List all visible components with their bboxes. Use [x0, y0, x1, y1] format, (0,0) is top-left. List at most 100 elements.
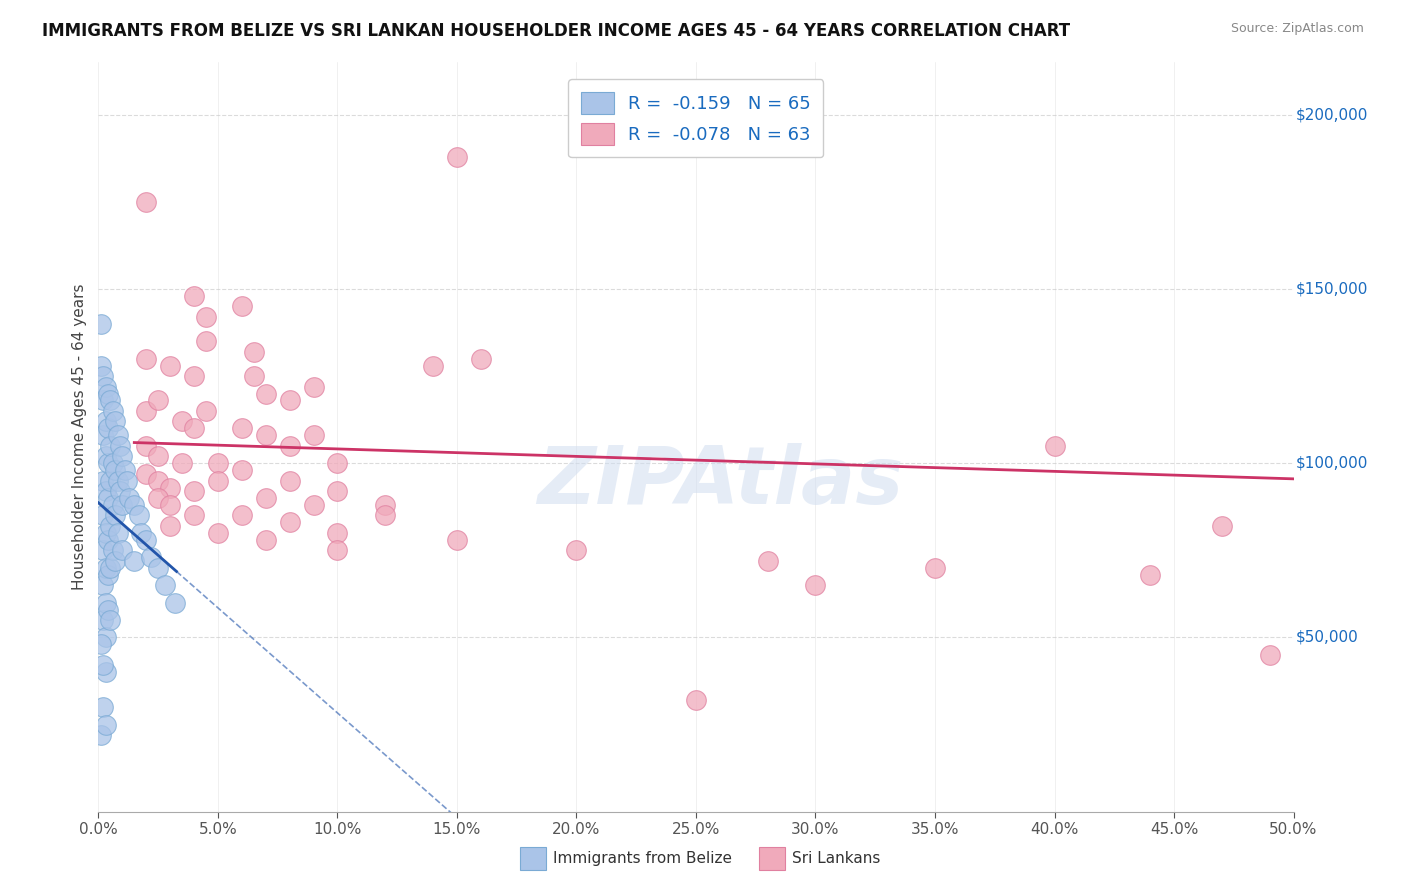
Point — [565, 543, 588, 558]
Point — [90, 637, 112, 651]
Point — [183, 484, 205, 499]
Point — [107, 525, 129, 540]
Point — [1258, 648, 1281, 662]
Point — [98, 561, 122, 575]
Text: $100,000: $100,000 — [1296, 456, 1368, 471]
Point — [756, 554, 779, 568]
Point — [135, 467, 157, 481]
Point — [148, 393, 170, 408]
Point — [94, 665, 117, 680]
Point — [91, 393, 114, 408]
Point — [159, 519, 181, 533]
Point — [148, 491, 170, 505]
Point — [91, 369, 114, 384]
Point — [111, 543, 134, 558]
Point — [111, 449, 134, 463]
Point — [97, 567, 120, 582]
Point — [108, 439, 131, 453]
Point — [685, 693, 707, 707]
Text: $150,000: $150,000 — [1296, 282, 1368, 296]
Point — [243, 344, 266, 359]
Point — [94, 484, 117, 499]
Point — [231, 421, 253, 435]
Point — [183, 289, 205, 303]
Point — [98, 393, 122, 408]
Point — [278, 474, 301, 488]
Point — [159, 359, 181, 373]
Point — [135, 351, 157, 366]
Point — [128, 508, 150, 523]
Point — [195, 334, 218, 349]
Point — [302, 498, 325, 512]
Point — [91, 700, 114, 714]
Point — [278, 516, 301, 530]
Point — [101, 543, 124, 558]
Point — [104, 508, 127, 523]
Point — [1139, 567, 1161, 582]
Point — [91, 543, 114, 558]
Point — [231, 299, 253, 313]
Point — [90, 317, 112, 331]
Point — [111, 498, 134, 512]
Point — [98, 474, 122, 488]
Point — [104, 554, 127, 568]
Point — [254, 386, 277, 401]
Point — [90, 359, 112, 373]
Text: $200,000: $200,000 — [1296, 107, 1368, 122]
Point — [94, 596, 117, 610]
Point — [107, 474, 129, 488]
Point — [91, 578, 114, 592]
Point — [139, 550, 162, 565]
Point — [101, 404, 124, 418]
Point — [124, 498, 146, 512]
Point — [446, 149, 468, 163]
Point — [278, 439, 301, 453]
Point — [1043, 439, 1066, 453]
Point — [97, 386, 120, 401]
Point — [91, 428, 114, 442]
Text: ZIPAtlas: ZIPAtlas — [537, 443, 903, 521]
Point — [94, 717, 117, 731]
Point — [374, 508, 396, 523]
Point — [302, 428, 325, 442]
Point — [97, 421, 120, 435]
Point — [98, 519, 122, 533]
Point — [422, 359, 444, 373]
Point — [135, 533, 157, 547]
Point — [148, 449, 170, 463]
Point — [470, 351, 492, 366]
Point — [804, 578, 827, 592]
Point — [131, 525, 153, 540]
Point — [254, 428, 277, 442]
Point — [326, 484, 349, 499]
Point — [101, 456, 124, 470]
Legend: R =  -0.159   N = 65, R =  -0.078   N = 63: R = -0.159 N = 65, R = -0.078 N = 63 — [568, 79, 824, 157]
Point — [1211, 519, 1233, 533]
Point — [231, 463, 253, 477]
Point — [124, 554, 146, 568]
Text: Sri Lankans: Sri Lankans — [792, 852, 880, 866]
Y-axis label: Householder Income Ages 45 - 64 years: Householder Income Ages 45 - 64 years — [72, 284, 87, 591]
Point — [135, 404, 157, 418]
Point — [94, 414, 117, 428]
Point — [148, 10, 170, 24]
Point — [195, 310, 218, 324]
Point — [148, 474, 170, 488]
Point — [254, 533, 277, 547]
Point — [135, 439, 157, 453]
Point — [207, 456, 229, 470]
Point — [94, 525, 117, 540]
Point — [302, 379, 325, 393]
Point — [159, 498, 181, 512]
Point — [98, 439, 122, 453]
Point — [278, 393, 301, 408]
Text: IMMIGRANTS FROM BELIZE VS SRI LANKAN HOUSEHOLDER INCOME AGES 45 - 64 YEARS CORRE: IMMIGRANTS FROM BELIZE VS SRI LANKAN HOU… — [42, 22, 1070, 40]
Point — [107, 428, 129, 442]
Point — [98, 613, 122, 627]
Point — [91, 474, 114, 488]
Point — [104, 414, 127, 428]
Point — [254, 491, 277, 505]
Point — [114, 463, 136, 477]
Point — [101, 498, 124, 512]
Point — [183, 421, 205, 435]
